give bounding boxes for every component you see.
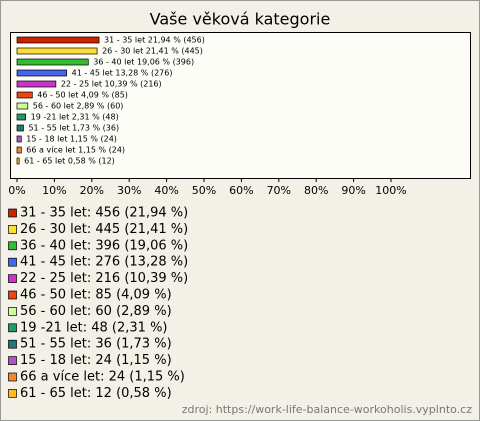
bar [16,58,89,66]
x-tick-label: 10% [42,184,66,197]
legend-swatch [8,323,17,333]
legend-label: 31 - 35 let: 456 (21,94 %) [20,206,188,221]
legend-label: 61 - 65 let: 12 (0,58 %) [20,386,172,401]
chart-title: Vaše věková kategorie [150,10,331,29]
legend-swatch [8,307,17,316]
legend-label: 15 - 18 let: 24 (1,15 %) [20,353,172,368]
bar [16,69,68,77]
legend-swatch [8,372,17,382]
legend-label: 66 a více let: 24 (1,15 %) [20,370,185,385]
legend-swatch [8,274,17,283]
data-label: 31 - 35 let 21,94 % (456) [104,36,205,45]
legend-label: 41 - 45 let: 276 (13,28 %) [20,255,188,270]
x-tick-label: 30% [117,184,141,197]
data-label: 15 - 18 let 1,15 % (24) [26,135,117,144]
x-tick-label: 70% [267,184,291,197]
legend-swatch [8,339,17,349]
legend-label: 22 - 25 let: 216 (10,39 %) [20,271,188,286]
bar [16,47,98,55]
legend-swatch [8,208,17,218]
legend-swatch [8,389,17,398]
data-label: 51 - 55 let 1,73 % (36) [28,124,119,133]
bar [16,124,24,132]
data-label: 66 a více let 1,15 % (24) [26,146,125,155]
x-tick-label: 20% [80,184,104,197]
source: zdroj: https://work-life-balance-workoho… [182,403,472,416]
x-tick-label: 100% [375,184,406,197]
bar [16,157,20,165]
legend-label: 19 -21 let: 48 (2,31 %) [20,320,168,335]
bar [16,102,29,110]
legend-swatch [8,257,17,267]
legend-swatch [8,225,17,234]
data-label: 36 - 40 let 19,06 % (396) [93,58,194,67]
data-label: 19 -21 let 2,31 % (48) [31,113,119,122]
plot-area [10,32,471,179]
data-label: 41 - 45 let 13,28 % (276) [72,69,173,78]
x-tick-label: 90% [341,184,365,197]
bar [16,146,22,154]
legend-label: 56 - 60 let: 60 (2,89 %) [20,304,172,319]
legend-swatch [8,356,17,365]
data-label: 22 - 25 let 10,39 % (216) [61,80,162,89]
legend-swatch [8,290,17,300]
legend-label: 51 - 55 let: 36 (1,73 %) [20,337,172,352]
legend-label: 26 - 30 let: 445 (21,41 %) [20,222,188,237]
data-label: 61 - 65 let 0,58 % (12) [24,157,115,166]
x-tick-label: 40% [154,184,178,197]
x-tick-label: 80% [304,184,328,197]
data-label: 26 - 30 let 21,41 % (445) [102,47,203,56]
x-tick-label: 0% [8,184,25,197]
x-tick-label: 50% [192,184,216,197]
legend-label: 46 - 50 let: 85 (4,09 %) [20,288,172,303]
bar [16,113,26,121]
x-tick-label: 60% [229,184,253,197]
bar [16,91,33,99]
bar [16,135,22,143]
legend-label: 36 - 40 let: 396 (19,06 %) [20,238,188,253]
bar [16,36,100,44]
data-label: 46 - 50 let 4,09 % (85) [37,91,128,100]
bar [16,80,57,88]
legend-swatch [8,241,17,251]
data-label: 56 - 60 let 2,89 % (60) [33,102,124,111]
